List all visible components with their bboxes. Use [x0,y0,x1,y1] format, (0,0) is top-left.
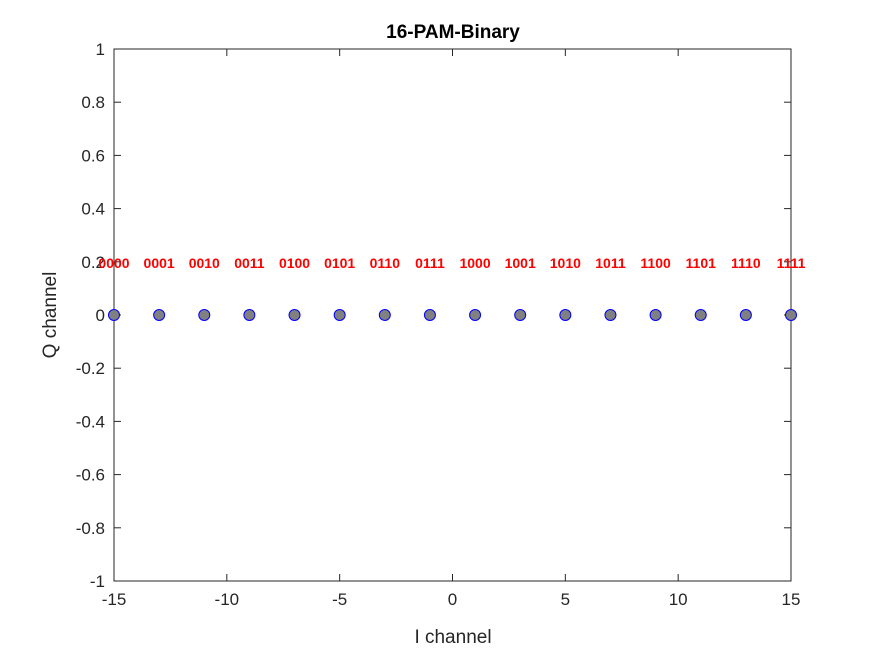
data-point-marker [198,309,211,321]
point-bit-label: 1101 [686,255,717,271]
x-tick-label: 15 [782,590,801,609]
data-point-marker [694,309,707,321]
x-axis-label: I channel [414,627,491,648]
y-tick-label: -0.4 [76,412,105,431]
x-tick-label: -10 [215,590,240,609]
point-bit-label: 1111 [777,255,806,271]
x-tick-label: 5 [561,590,570,609]
point-bit-label: 0011 [234,255,265,271]
x-tick-label: -5 [332,590,347,609]
point-bit-label: 0010 [189,255,220,271]
data-point-marker [243,309,256,321]
y-tick-label: -0.6 [76,466,105,485]
data-point-marker [108,309,120,321]
y-tick-label: -0.2 [76,359,105,378]
data-point-marker [649,309,662,321]
x-tick-label: -15 [102,590,127,609]
x-axis: -15 -10 -5 0 5 10 15 [102,49,801,609]
point-bit-label: 0100 [279,255,310,271]
data-point-marker [469,309,482,321]
point-bit-label: 0111 [415,255,445,271]
x-tick-label: 0 [448,590,457,609]
data-point-marker [559,309,572,321]
point-bit-label: 1000 [459,255,490,271]
y-tick-label: 0.2 [81,253,105,272]
y-tick-label: 0 [96,306,105,325]
point-bit-label: 1100 [640,255,671,271]
y-axis: 1 0.8 0.6 0.4 0.2 0 -0.2 -0.4 -0.6 -0.8 -1 [76,40,791,591]
data-point-marker [153,309,166,321]
point-bit-label: 1001 [505,255,536,271]
data-point-marker [604,309,617,321]
data-point-marker [739,309,752,321]
y-tick-label: 0.4 [81,200,105,219]
data-point-marker [378,309,391,321]
point-bit-label: 1110 [731,255,761,271]
data-point-marker [333,309,346,321]
point-bit-label: 0001 [144,255,175,271]
y-tick-label: 1 [96,40,105,59]
data-points [108,309,797,321]
y-tick-label: 0.8 [81,93,105,112]
chart-title: 16-PAM-Binary [386,22,520,43]
y-tick-label: -0.8 [76,519,105,538]
point-bit-label: 1010 [550,255,581,271]
data-point-marker [288,309,301,321]
point-bit-label: 0101 [324,255,355,271]
point-bit-label: 0000 [98,255,129,271]
x-tick-label: 10 [669,590,688,609]
y-tick-label: 0.6 [81,146,105,165]
y-axis-label: Q channel [40,272,61,359]
y-tick-label: -1 [90,572,105,591]
point-bit-label: 1011 [595,255,626,271]
data-point-marker [514,309,527,321]
point-labels: 0000 0001 0010 0011 0100 0101 0110 0111 1000 1001… [98,255,805,271]
point-bit-label: 0110 [370,255,401,271]
data-point-marker [423,309,436,321]
data-point-marker [785,309,797,321]
plot-area [113,48,792,582]
